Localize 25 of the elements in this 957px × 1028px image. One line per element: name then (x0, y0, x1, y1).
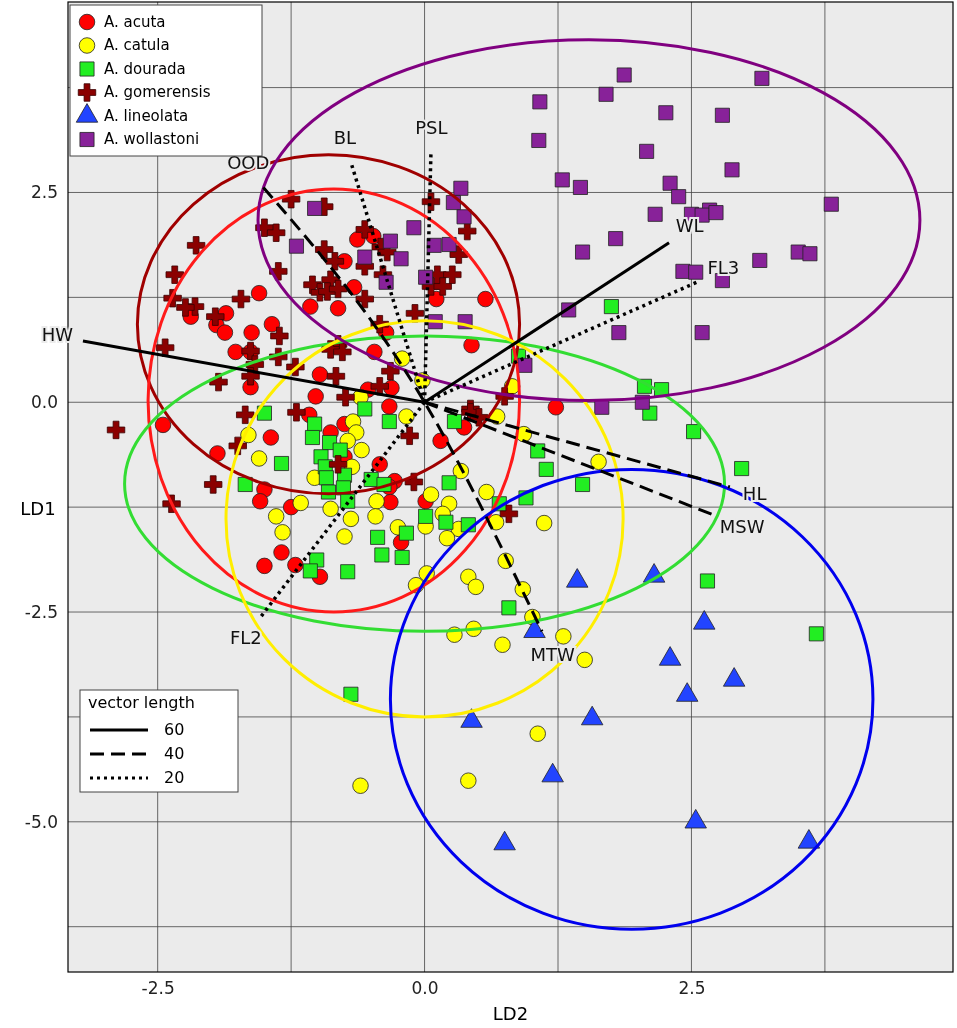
annotation: OOD (227, 152, 270, 174)
legend-title: vector length (88, 693, 195, 712)
annotation: HL (742, 482, 767, 504)
y-axis-title: LD1 (20, 498, 56, 519)
x-tick-label: 0.0 (411, 978, 439, 999)
annotation: BL (333, 126, 357, 148)
legend-label: 20 (164, 767, 185, 787)
y-tick-label: 2.5 (30, 182, 58, 203)
legend-label: A. gomerensis (104, 83, 211, 101)
legend-label: 60 (164, 719, 185, 739)
legend-label: A. dourada (104, 59, 186, 78)
y-tick-label: 0.0 (30, 392, 58, 413)
legend-label: A. wollastoni (104, 130, 200, 148)
y-tick-label: -5.0 (24, 811, 58, 832)
annotation: FL2 (229, 627, 262, 649)
x-tick-label: -2.5 (141, 978, 175, 999)
y-tick-label: -2.5 (24, 601, 58, 622)
legend-label: A. acuta (104, 12, 166, 31)
annotation: FL3 (707, 256, 740, 278)
legend-label: 40 (164, 743, 185, 763)
annotation: MSW (719, 515, 765, 537)
x-tick-label: 2.5 (678, 978, 706, 999)
x-axis-title: LD2 (492, 1003, 529, 1024)
legend-label: A. lineolata (104, 106, 189, 125)
legend-label: A. catula (104, 36, 170, 54)
